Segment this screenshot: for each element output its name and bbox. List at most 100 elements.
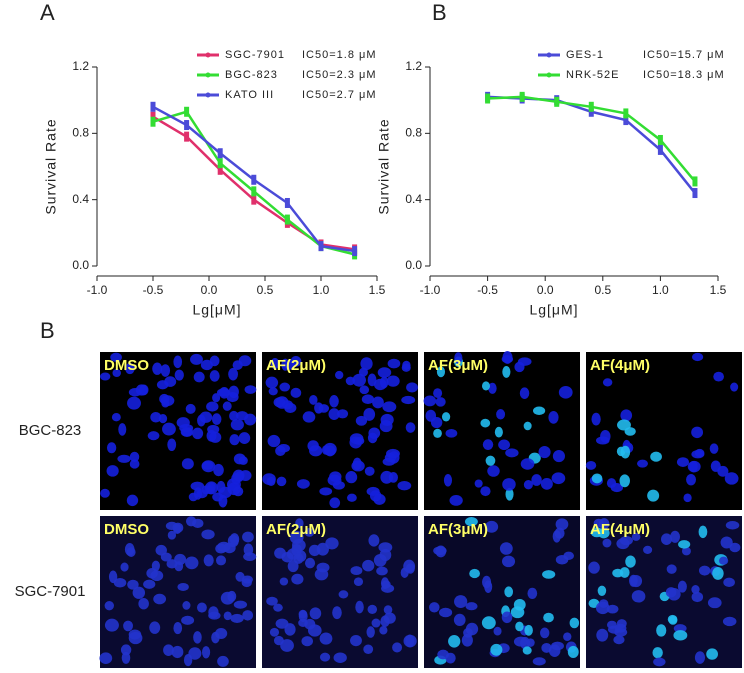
nucleus — [110, 352, 122, 362]
nucleus — [686, 473, 697, 486]
nucleus — [596, 628, 609, 642]
nucleus — [217, 541, 231, 552]
nucleus — [474, 479, 483, 488]
nucleus — [152, 362, 163, 375]
nucleus — [523, 480, 533, 490]
nucleus — [227, 534, 239, 548]
nucleus — [207, 424, 220, 435]
nucleus — [379, 625, 388, 635]
nucleus — [163, 644, 174, 656]
legend-marker — [205, 52, 211, 58]
nucleus — [481, 616, 496, 630]
nucleus — [309, 394, 318, 405]
nucleus — [123, 620, 134, 632]
nucleus — [188, 647, 202, 660]
nucleus — [569, 617, 580, 629]
x-tick-label: 0.0 — [537, 283, 554, 297]
data-point — [284, 214, 290, 225]
data-point — [217, 158, 223, 169]
nucleus — [333, 652, 347, 663]
nucleus — [629, 574, 638, 587]
nucleus — [304, 527, 315, 537]
data-point — [217, 164, 223, 175]
nucleus — [177, 582, 189, 591]
nucleus — [465, 602, 478, 611]
nucleus — [266, 596, 278, 606]
nucleus — [268, 387, 278, 396]
nucleus — [284, 402, 297, 413]
nucleus — [681, 546, 691, 556]
nucleus — [143, 579, 156, 589]
nucleus — [501, 355, 514, 364]
nucleus — [502, 478, 516, 491]
nucleus — [405, 422, 416, 433]
nucleus — [113, 578, 127, 588]
legend-ic50: IC50=15.7 μM — [643, 49, 725, 61]
nucleus — [540, 478, 553, 490]
nucleus — [316, 542, 329, 556]
nuclei — [100, 352, 257, 508]
nucleus — [616, 619, 627, 629]
nucleus — [590, 527, 603, 538]
nucleus — [185, 403, 196, 414]
nucleus — [730, 382, 739, 392]
legend-ic50: IC50=18.3 μM — [643, 69, 725, 81]
nucleus — [171, 645, 184, 659]
nucleus — [166, 559, 178, 569]
nucleus — [212, 393, 221, 403]
nucleus — [106, 465, 119, 477]
nucleus — [363, 408, 376, 421]
nucleus — [328, 408, 340, 421]
nucleus — [332, 606, 342, 620]
nucleus — [392, 642, 403, 653]
nucleus — [193, 371, 205, 383]
nucleus — [713, 371, 724, 382]
condition-label: AF(2μM) — [266, 521, 326, 538]
nucleus — [437, 649, 449, 660]
legend-ic50: IC50=1.8 μM — [302, 49, 377, 61]
nucleus — [352, 457, 362, 471]
nucleus — [208, 611, 221, 620]
nucleus — [620, 445, 631, 459]
x-tick-label: 1.0 — [652, 283, 669, 297]
nucleus — [494, 426, 503, 438]
nucleus — [598, 599, 609, 608]
legend-ic50: IC50=2.3 μM — [302, 69, 377, 81]
nucleus — [453, 613, 466, 627]
nucleus — [201, 485, 211, 495]
nucleus — [270, 357, 280, 370]
nucleus — [230, 613, 244, 623]
nucleus — [504, 586, 514, 598]
nucleus — [692, 352, 704, 362]
nucleus — [433, 546, 447, 556]
nucleus — [104, 601, 114, 611]
nucleus — [548, 410, 559, 424]
nucleus — [519, 387, 530, 399]
nucleus — [524, 624, 533, 636]
nucleus — [242, 610, 254, 621]
nucleus — [515, 621, 524, 632]
data-point — [352, 246, 358, 257]
x-tick-label: -0.5 — [477, 283, 498, 297]
nucleus — [445, 428, 458, 438]
nucleus — [120, 562, 129, 572]
data-point — [184, 120, 190, 131]
nucleus — [387, 358, 401, 369]
nucleus — [667, 614, 678, 624]
nucleus — [718, 556, 729, 565]
nucleus — [231, 472, 242, 485]
nucleus — [380, 577, 390, 590]
nucleus — [265, 376, 279, 389]
nucleus — [296, 479, 310, 489]
nucleus — [698, 525, 708, 539]
data-point — [251, 174, 257, 185]
y-tick-label: 0.8 — [72, 126, 89, 140]
nucleus — [367, 604, 378, 615]
nucleus — [382, 457, 396, 466]
nucleus — [243, 543, 254, 556]
nucleus — [465, 622, 479, 636]
nucleus — [647, 489, 660, 502]
nucleus — [229, 434, 240, 446]
row-label: SGC-7901 — [15, 583, 86, 600]
data-point — [150, 101, 156, 112]
